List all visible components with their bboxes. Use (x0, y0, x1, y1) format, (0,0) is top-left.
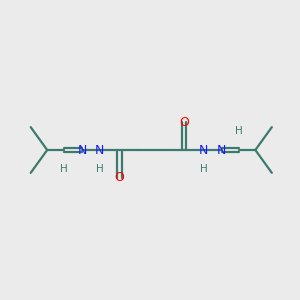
Text: H: H (236, 126, 243, 136)
Text: N: N (77, 143, 87, 157)
Text: N: N (95, 143, 104, 157)
Text: H: H (60, 164, 68, 174)
Text: N: N (199, 143, 208, 157)
Text: H: H (200, 164, 208, 174)
Text: H: H (96, 164, 103, 174)
Text: O: O (179, 116, 189, 129)
Text: N: N (217, 143, 226, 157)
Text: O: O (115, 171, 124, 184)
